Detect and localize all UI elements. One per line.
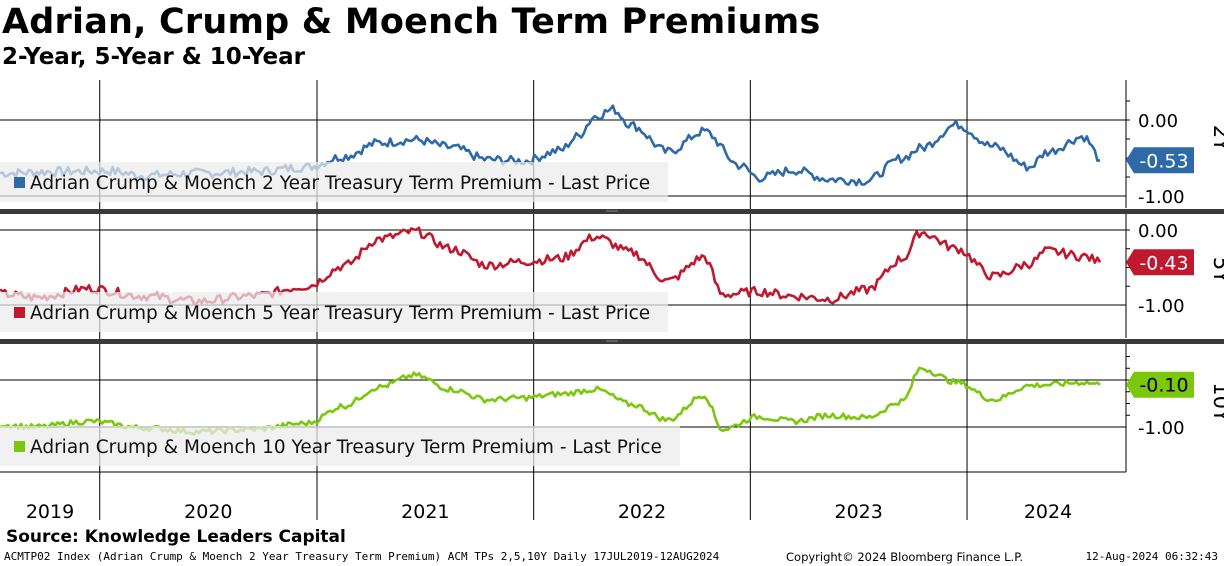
last-value-5Y-label: -0.43 — [1139, 252, 1188, 274]
series-10Y-line — [0, 366, 1101, 436]
ticker-line: ACMTP02 Index (Adrian Crump & Moench 2 Y… — [4, 550, 720, 563]
last-value-5Y-badge — [1126, 249, 1194, 276]
x-tick-label: 2023 — [835, 501, 883, 520]
panel-10Y-axis-label: 10Y — [1209, 382, 1224, 422]
x-tick-label: 2024 — [1024, 501, 1072, 520]
panel-2Y-tick-label: 0.00 — [1138, 111, 1178, 132]
last-value-2Y-badge — [1126, 147, 1194, 174]
timestamp: 12-Aug-2024 06:32:43 — [1085, 550, 1218, 563]
legend-2Y-box — [0, 162, 668, 202]
legend-2Y-label: Adrian Crump & Moench 2 Year Treasury Te… — [30, 173, 650, 194]
legend-5Y-label: Adrian Crump & Moench 5 Year Treasury Te… — [30, 303, 650, 324]
last-value-10Y-label: -0.10 — [1139, 375, 1188, 397]
last-value-2Y-label: -0.53 — [1139, 150, 1188, 172]
chart-subtitle: 2-Year, 5-Year & 10-Year — [2, 44, 305, 70]
panel-2Y-tick-label: -1.00 — [1138, 187, 1185, 208]
x-tick-label: 2021 — [401, 501, 449, 520]
legend-5Y-swatch — [14, 307, 25, 318]
panel-5Y-tick-label: -1.00 — [1138, 296, 1185, 317]
x-tick-label: 2022 — [618, 501, 666, 520]
legend-10Y-box — [0, 426, 680, 466]
x-tick-label: 2020 — [184, 501, 232, 520]
legend-10Y-swatch — [14, 441, 25, 452]
legend-10Y-label: Adrian Crump & Moench 10 Year Treasury T… — [30, 437, 662, 458]
copyright-note: Copyright© 2024 Bloomberg Finance L.P. — [786, 550, 1023, 564]
last-value-10Y-badge — [1126, 371, 1194, 398]
panel-2Y-axis-label: 2Y — [1209, 125, 1224, 151]
term-premium-chart: 0.00 -1.00 Adrian Crump & Moench 2 Year Tr… — [0, 80, 1224, 520]
x-tick-label: 2019 — [26, 501, 74, 520]
panel-10Y-tick-label: -1.00 — [1138, 418, 1185, 439]
legend-5Y-box — [0, 292, 668, 332]
panel-5Y-axis-label: 5Y — [1209, 257, 1224, 283]
legend-2Y-swatch — [14, 177, 25, 188]
chart-title: Adrian, Crump & Moench Term Premiums — [2, 2, 821, 42]
panel-5Y-tick-label: 0.00 — [1138, 221, 1178, 242]
source-note: Source: Knowledge Leaders Capital — [6, 527, 346, 547]
